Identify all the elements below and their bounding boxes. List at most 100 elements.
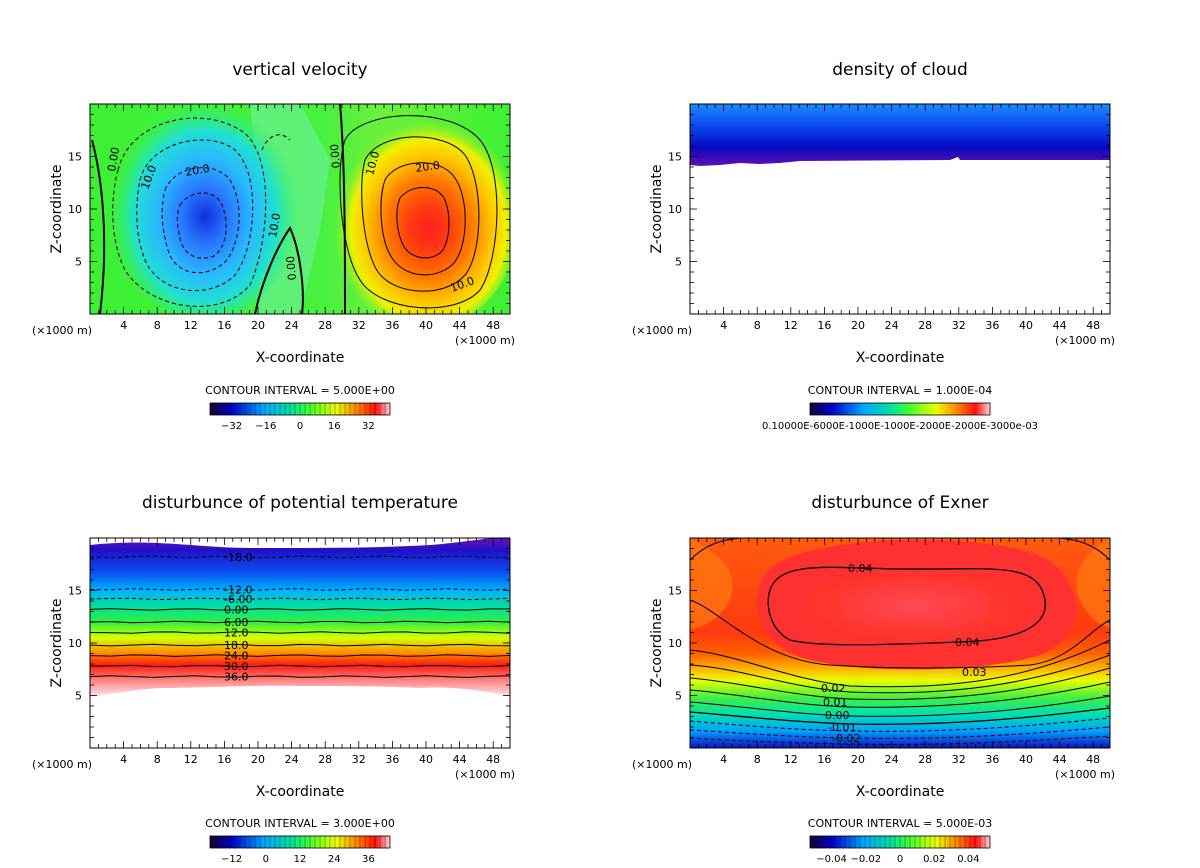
x-tick-label: 4	[720, 753, 727, 766]
x-unit-label: (×1000 m)	[32, 324, 92, 337]
y-tick-label: 10	[668, 203, 682, 216]
x-tick-label: 20	[251, 753, 265, 766]
colorbar	[809, 402, 991, 416]
exner-field	[690, 538, 1110, 748]
colorbar-label: 32	[362, 421, 375, 432]
contour-label: -18.0	[224, 551, 252, 564]
x-tick-label: 48	[486, 753, 500, 766]
contour-label: 0.02	[821, 682, 846, 695]
y-tick-label: 5	[75, 256, 82, 269]
panel-density-of-cloud: density of cloud X-coordinate Z-coordina…	[632, 60, 1115, 432]
x-axis-label: X-coordinate	[256, 784, 345, 800]
x-tick-label: 8	[154, 753, 161, 766]
x-tick-label: 48	[486, 319, 500, 332]
contour-line	[90, 620, 510, 624]
y-axis-label: Z-coordinate	[649, 598, 665, 687]
y-axis-label: Z-coordinate	[49, 598, 65, 687]
y-tick-label: 5	[675, 256, 682, 269]
x-tick-label: 40	[1019, 319, 1033, 332]
contour-interval: CONTOUR INTERVAL = 5.000E+00	[205, 384, 395, 397]
colorbar-label: −0.02	[850, 854, 881, 865]
contour-label: 20.0	[415, 159, 441, 175]
x-tick-label: 32	[952, 753, 966, 766]
y-tick-label: 10	[68, 203, 82, 216]
x-tick-label: 28	[918, 319, 932, 332]
contour-line	[90, 597, 510, 601]
chart-title: vertical velocity	[232, 60, 367, 80]
x-tick-label: 36	[385, 753, 399, 766]
x-tick-label: 16	[217, 753, 231, 766]
x-unit-label: (×1000 m)	[632, 324, 692, 337]
y-tick-label: 10	[68, 637, 82, 650]
colorbar-label: 12	[294, 854, 307, 865]
x-tick-label: 8	[754, 319, 761, 332]
contour-line	[90, 608, 510, 611]
x-tick-label: 28	[318, 753, 332, 766]
colorbar-label: −0.04	[816, 854, 847, 865]
y-tick-label: 5	[75, 690, 82, 703]
x-tick-label: 36	[385, 319, 399, 332]
x-tick-label: 24	[285, 753, 299, 766]
contour-label: 6.00	[224, 616, 249, 629]
x-tick-label: 4	[120, 753, 127, 766]
contour-label: 0.04	[955, 636, 980, 649]
x-tick-label: 12	[184, 319, 198, 332]
contour-label: 0.00	[284, 255, 299, 281]
contour-label: 20.0	[184, 162, 210, 179]
contour-label: 0.00	[825, 709, 850, 722]
x-tick-label: 16	[817, 319, 831, 332]
y-tick-label: 15	[668, 151, 682, 164]
x-tick-label: 28	[318, 319, 332, 332]
x-tick-label: 16	[217, 319, 231, 332]
x-tick-label: 40	[419, 319, 433, 332]
y-tick-label: 5	[675, 690, 682, 703]
colorbar-label: 36	[362, 854, 375, 865]
y-tick-label: 15	[668, 585, 682, 598]
contour-label: 0.03	[962, 666, 987, 679]
colorbar-label: 0.04	[957, 854, 979, 865]
colorbar-label: 24	[328, 854, 341, 865]
colorbar-label: −12	[221, 854, 242, 865]
x-tick-label: 12	[784, 319, 798, 332]
contour-line	[90, 654, 510, 657]
x-unit-label-right: (×1000 m)	[1055, 334, 1115, 347]
cloud-field	[690, 104, 1110, 166]
x-tick-label: 36	[985, 319, 999, 332]
contour-interval: CONTOUR INTERVAL = 3.000E+00	[205, 817, 395, 830]
theta-field	[90, 538, 510, 697]
x-tick-label: 48	[1086, 319, 1100, 332]
velocity-field	[90, 104, 510, 314]
x-tick-label: 4	[720, 319, 727, 332]
x-tick-label: 16	[817, 753, 831, 766]
x-tick-label: 24	[885, 753, 899, 766]
x-tick-label: 4	[120, 319, 127, 332]
y-tick-label: 15	[68, 585, 82, 598]
x-unit-label-right: (×1000 m)	[455, 768, 515, 781]
contour-label: 18.0	[224, 639, 249, 652]
x-tick-label: 32	[952, 319, 966, 332]
colorbar-label: 0.02	[923, 854, 945, 865]
x-tick-label: 24	[885, 319, 899, 332]
x-unit-label: (×1000 m)	[32, 758, 92, 771]
contour-label: -0.02	[832, 732, 860, 745]
contour-label: 0.01	[823, 696, 848, 709]
colorbar-label: 0	[263, 854, 269, 865]
panel-potential-temperature: -18.0-12.0-6.000.006.0012.018.024.030.03…	[32, 493, 515, 865]
contour-interval: CONTOUR INTERVAL = 5.000E-03	[808, 817, 992, 830]
x-tick-label: 48	[1086, 753, 1100, 766]
contour-label: 0.00	[224, 603, 249, 616]
x-unit-label-right: (×1000 m)	[455, 334, 515, 347]
chart-title: density of cloud	[832, 60, 968, 80]
contour-line	[90, 588, 510, 591]
contour-interval: CONTOUR INTERVAL = 1.000E-04	[808, 384, 992, 397]
exner-contours	[690, 538, 1110, 745]
chart-title: disturbunce of Exner	[811, 493, 988, 513]
x-tick-label: 8	[754, 753, 761, 766]
colorbar-label: 16	[328, 421, 341, 432]
contour-label: -6.00	[224, 593, 252, 606]
contour-label: -0.01	[828, 721, 856, 734]
contour-label: 0.00	[105, 146, 122, 172]
x-tick-label: 12	[184, 753, 198, 766]
x-axis-label: X-coordinate	[256, 350, 345, 366]
y-tick-label: 10	[668, 637, 682, 650]
